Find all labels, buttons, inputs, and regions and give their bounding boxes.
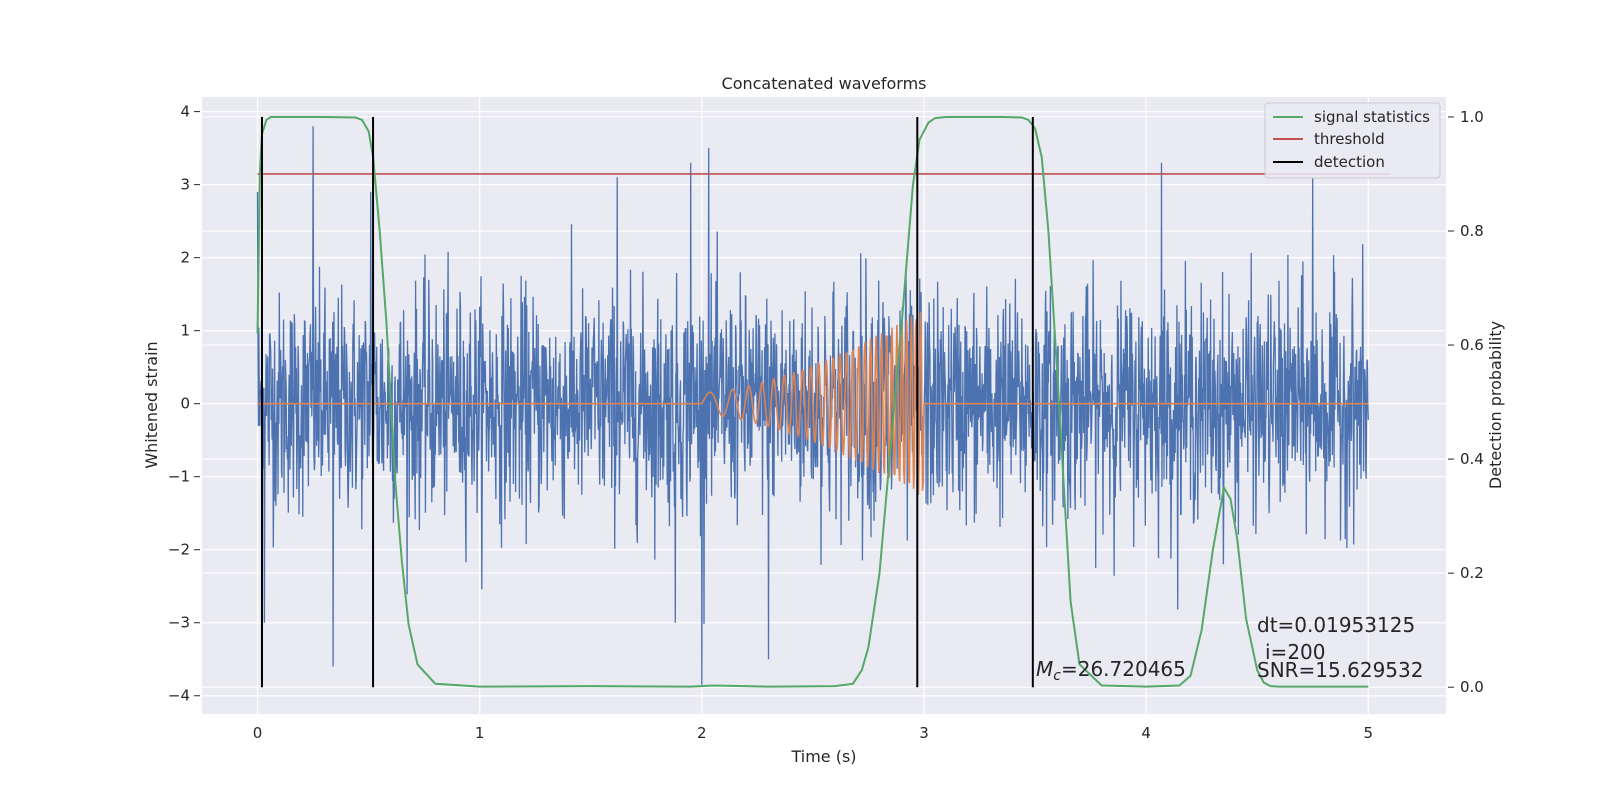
annotation-mc: Mc=26.720465 [1036,657,1186,684]
y-right-tick-label: 0.6 [1460,336,1484,354]
y-right-tick-label: 0.8 [1460,222,1484,240]
annotations: Mc=26.720465 dt=0.01953125 i=200 SNR=15.… [1036,613,1423,684]
y-right-tick-label: 0.0 [1460,678,1484,696]
x-tick-label: 1 [475,724,485,742]
x-tick-label: 3 [919,724,929,742]
x-tick-label: 4 [1141,724,1151,742]
legend-label-threshold: threshold [1314,130,1385,148]
chirp-series-line [257,312,1369,495]
y-tick-label: 4 [180,103,190,121]
ticks: 0 1 2 3 4 5 −4 −3 −2 −1 0 1 2 3 4 0.0 0.2 0.4 0.6 0.8 1.0 [168,103,1484,742]
y-tick-label: −3 [168,614,190,632]
annotation-snr: SNR=15.629532 [1257,658,1423,682]
legend-box [1264,102,1441,179]
plot-content [256,116,1391,688]
x-axis-label: Time (s) [790,747,856,766]
x-tick-label: 0 [253,724,263,742]
chart-title: Concatenated waveforms [722,74,927,93]
legend-label-detection: detection [1314,153,1385,171]
y-right-tick-label: 1.0 [1460,108,1484,126]
y-tick-label: −4 [168,687,190,705]
y-tick-label: 1 [180,322,190,340]
y-tick-label: −2 [168,541,190,559]
y-right-tick-label: 0.2 [1460,564,1484,582]
legend: signal statistics threshold detection [1264,102,1441,179]
y-right-tick-label: 0.4 [1460,450,1484,468]
annotation-dt: dt=0.01953125 [1257,613,1415,637]
y-axis-right-label: Detection probability [1486,321,1505,489]
annotation-i: i=200 [1265,640,1326,664]
x-tick-label: 2 [697,724,707,742]
y-tick-label: 0 [180,395,190,413]
y-tick-label: −1 [168,468,190,486]
legend-label-signal-statistics: signal statistics [1314,108,1430,126]
y-tick-label: 2 [180,249,190,267]
y-tick-label: 3 [180,176,190,194]
signal-statistics-line [256,116,1369,688]
y-axis-label: Whitened strain [142,341,161,468]
x-tick-label: 5 [1363,724,1373,742]
